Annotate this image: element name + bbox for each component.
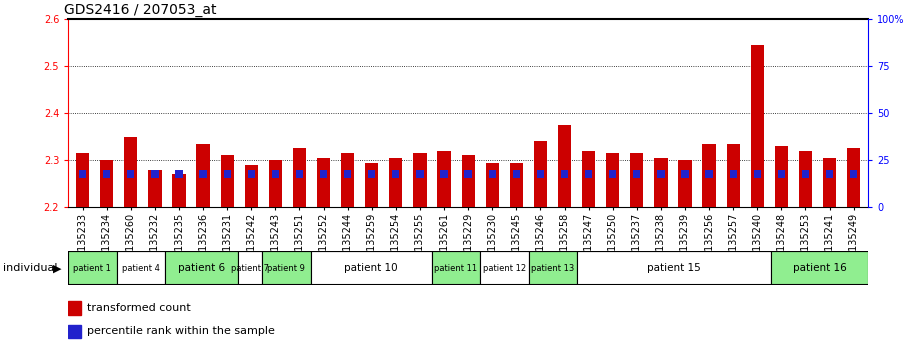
Bar [802,170,809,178]
Bar [606,153,619,207]
Bar [485,162,499,207]
Text: individual: individual [3,263,57,273]
Bar [221,155,234,207]
Bar [173,174,185,207]
Bar [432,251,480,285]
Bar [847,148,860,207]
Bar [726,144,740,207]
Bar [577,251,771,285]
Bar [678,160,692,207]
Bar [630,153,644,207]
Bar [751,45,764,207]
Bar [705,170,713,178]
Bar [462,155,474,207]
Bar [165,251,238,285]
Text: patient 1: patient 1 [74,264,111,273]
Text: patient 9: patient 9 [267,264,305,273]
Bar [269,160,282,207]
Bar [534,142,547,207]
Text: patient 15: patient 15 [647,263,701,273]
Bar [320,170,327,178]
Bar [295,170,303,178]
Bar [199,170,206,178]
Bar [116,251,165,285]
Bar [440,170,448,178]
Bar [529,251,577,285]
Bar [79,170,86,178]
Bar [585,170,593,178]
Text: GDS2416 / 207053_at: GDS2416 / 207053_at [65,3,216,17]
Bar [103,170,110,178]
Bar [774,146,788,207]
Bar [634,170,641,178]
Bar [151,170,158,178]
Bar [510,162,523,207]
Bar [100,160,114,207]
Bar [245,165,258,207]
Text: patient 13: patient 13 [532,264,574,273]
Bar [464,170,472,178]
Bar [224,170,231,178]
Bar [414,153,426,207]
Text: patient 12: patient 12 [483,264,526,273]
Bar [657,170,664,178]
Bar [317,158,330,207]
Bar [311,251,432,285]
Bar [293,148,306,207]
Text: percentile rank within the sample: percentile rank within the sample [87,326,275,337]
Bar [488,170,496,178]
Text: patient 16: patient 16 [793,263,846,273]
Bar [262,251,311,285]
Bar [826,170,834,178]
Bar [76,153,89,207]
Bar [365,162,378,207]
Bar [850,170,857,178]
Bar [823,158,836,207]
Bar [609,170,616,178]
Bar [125,137,137,207]
Text: patient 6: patient 6 [178,263,225,273]
Bar [437,151,451,207]
Bar [68,325,81,338]
Bar [175,170,183,178]
Bar [480,251,529,285]
Bar [341,153,355,207]
Bar [238,251,262,285]
Bar [127,170,135,178]
Bar [778,170,785,178]
Bar [730,170,737,178]
Bar [392,170,399,178]
Bar [799,151,812,207]
Bar [558,125,571,207]
Bar [148,170,162,207]
Bar [272,170,279,178]
Bar [247,170,255,178]
Bar [68,251,116,285]
Text: patient 11: patient 11 [435,264,477,273]
Bar [703,144,715,207]
Bar [654,158,667,207]
Bar [513,170,520,178]
Bar [537,170,544,178]
Text: ▶: ▶ [53,263,61,273]
Text: patient 7: patient 7 [231,264,269,273]
Text: patient 10: patient 10 [345,263,398,273]
Bar [582,151,595,207]
Bar [771,251,868,285]
Bar [344,170,351,178]
Bar [368,170,375,178]
Bar [68,301,81,315]
Bar [561,170,568,178]
Bar [754,170,761,178]
Bar [389,158,403,207]
Bar [416,170,424,178]
Bar [682,170,689,178]
Text: patient 4: patient 4 [122,264,160,273]
Bar [196,144,210,207]
Text: transformed count: transformed count [87,303,191,313]
